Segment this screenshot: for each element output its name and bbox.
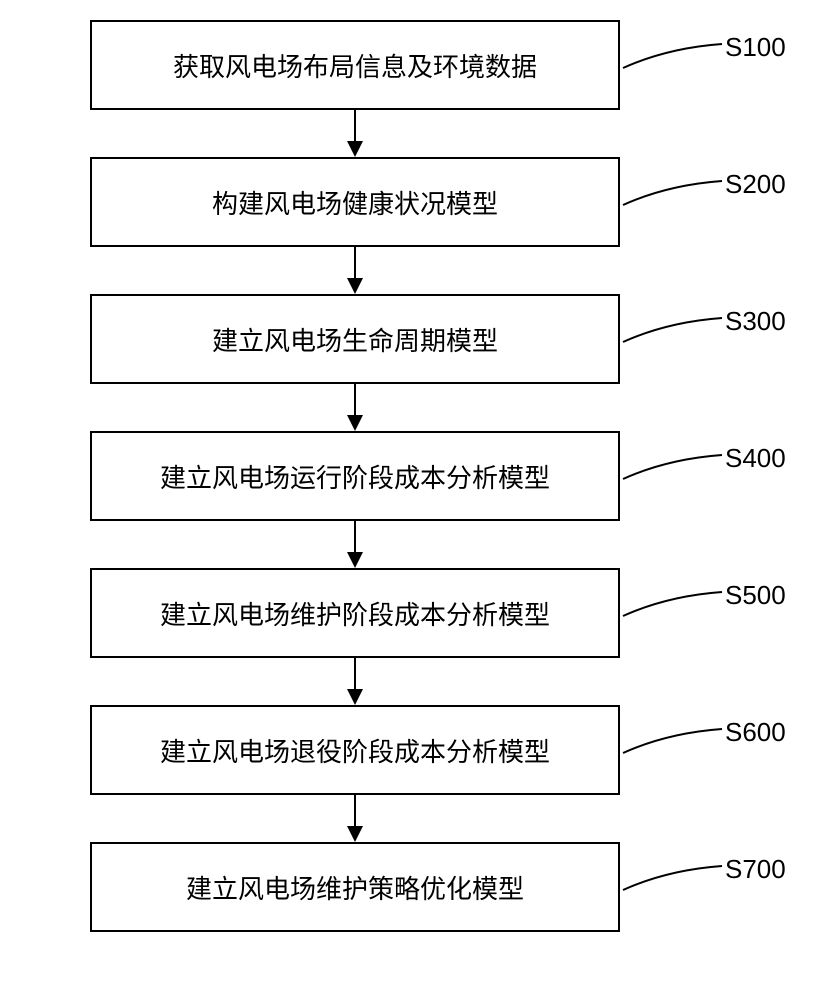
label-connector — [620, 852, 725, 902]
flowchart-arrow-head — [347, 278, 363, 294]
flowchart-step-label: S200 — [725, 169, 786, 200]
flowchart-arrow-line — [354, 384, 356, 415]
flowchart-step-box: 建立风电场维护策略优化模型 — [90, 842, 620, 932]
flowchart-step-label: S100 — [725, 32, 786, 63]
flowchart-step-label: S500 — [725, 580, 786, 611]
label-connector — [620, 304, 725, 354]
flowchart-step-box: 建立风电场生命周期模型 — [90, 294, 620, 384]
flowchart-arrow-line — [354, 521, 356, 552]
flowchart-step-box: 构建风电场健康状况模型 — [90, 157, 620, 247]
flowchart-arrow-line — [354, 110, 356, 141]
flowchart-step-box: 建立风电场维护阶段成本分析模型 — [90, 568, 620, 658]
flowchart-step-box: 建立风电场运行阶段成本分析模型 — [90, 431, 620, 521]
flowchart-arrow-head — [347, 415, 363, 431]
label-connector — [620, 715, 725, 765]
flowchart-step-text: 构建风电场健康状况模型 — [212, 184, 498, 221]
flowchart-step-label: S400 — [725, 443, 786, 474]
flowchart-step-text: 获取风电场布局信息及环境数据 — [173, 47, 537, 84]
flowchart-step-box: 建立风电场退役阶段成本分析模型 — [90, 705, 620, 795]
flowchart-step-text: 建立风电场运行阶段成本分析模型 — [160, 458, 550, 495]
flowchart-arrow-line — [354, 247, 356, 278]
flowchart-arrow-head — [347, 826, 363, 842]
flowchart-step-label: S600 — [725, 717, 786, 748]
flowchart-arrow-line — [354, 658, 356, 689]
flowchart-arrow-head — [347, 552, 363, 568]
label-connector — [620, 578, 725, 628]
flowchart-step-label: S700 — [725, 854, 786, 885]
label-connector — [620, 167, 725, 217]
flowchart-step-text: 建立风电场维护阶段成本分析模型 — [160, 595, 550, 632]
label-connector — [620, 30, 725, 80]
flowchart-step-text: 建立风电场维护策略优化模型 — [186, 869, 524, 906]
flowchart-step-label: S300 — [725, 306, 786, 337]
flowchart-canvas: 获取风电场布局信息及环境数据 S100 构建风电场健康状况模型 S200 建立风电场生命… — [0, 0, 832, 1000]
flowchart-arrow-line — [354, 795, 356, 826]
flowchart-arrow-head — [347, 689, 363, 705]
label-connector — [620, 441, 725, 491]
flowchart-step-box: 获取风电场布局信息及环境数据 — [90, 20, 620, 110]
flowchart-step-text: 建立风电场生命周期模型 — [212, 321, 498, 358]
flowchart-step-text: 建立风电场退役阶段成本分析模型 — [160, 732, 550, 769]
flowchart-arrow-head — [347, 141, 363, 157]
